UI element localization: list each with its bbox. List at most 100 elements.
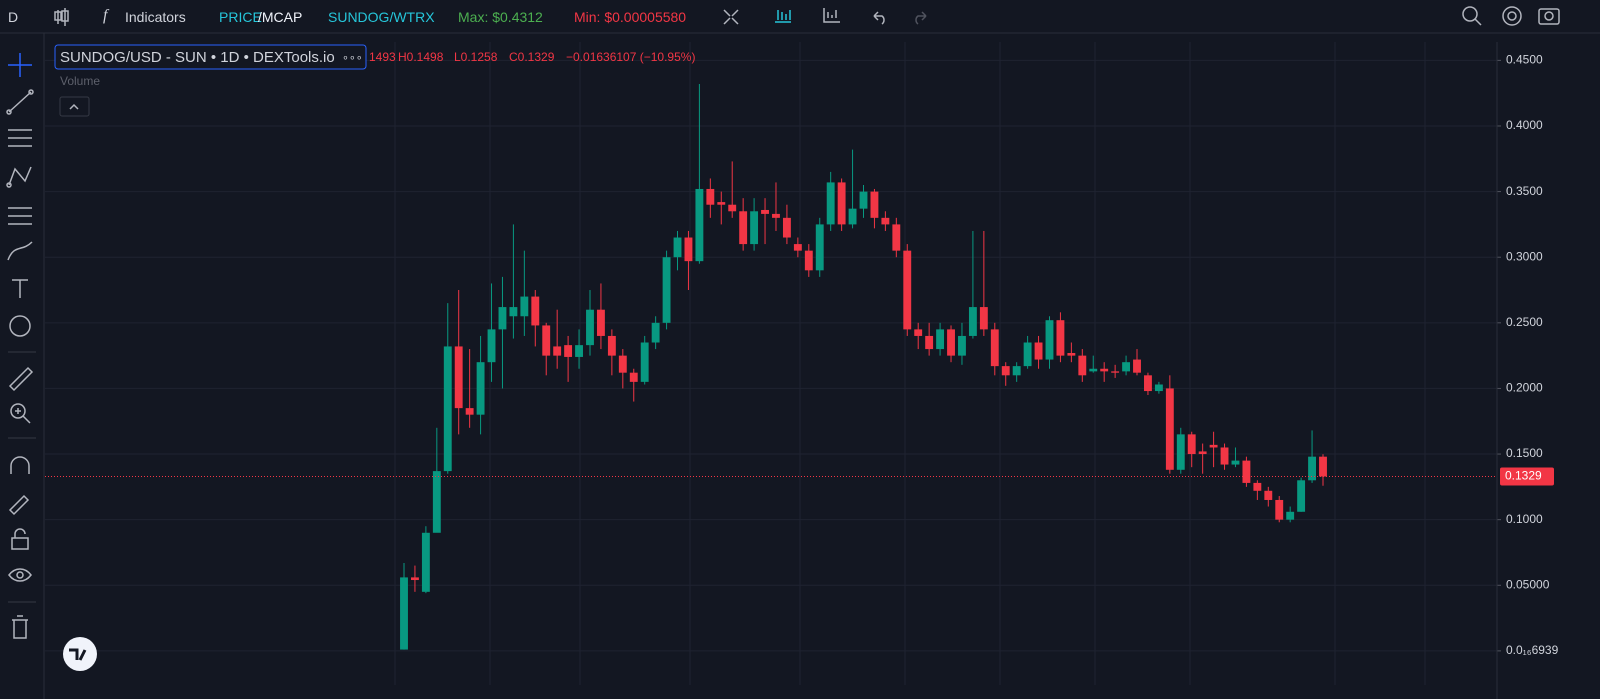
- tv-logo-mark: [69, 648, 87, 661]
- candle-body: [443, 346, 452, 472]
- y-tick-label: 0.2000: [1506, 381, 1543, 395]
- candle-body: [1078, 355, 1087, 376]
- v-grid: [394, 42, 1426, 685]
- legend-high: H0.1498: [398, 50, 444, 64]
- candle-body: [454, 346, 463, 409]
- candle-body: [476, 362, 485, 415]
- candle-body: [804, 250, 813, 271]
- candle-body: [826, 182, 835, 225]
- candle-body: [772, 213, 780, 218]
- symbol-box[interactable]: [54, 44, 367, 70]
- candle-body: [684, 237, 693, 262]
- legend-low: L0.1258: [454, 50, 498, 64]
- candle-body: [925, 335, 934, 350]
- candle-body: [575, 345, 583, 357]
- last-price-box: [1500, 467, 1554, 486]
- more-button[interactable]: ∘∘∘: [342, 52, 363, 64]
- candle-body: [1133, 359, 1141, 373]
- candle-body: [881, 217, 890, 225]
- collapse-button[interactable]: [59, 96, 90, 117]
- y-tick-label: 0.2500: [1506, 315, 1543, 329]
- tv-logo: [63, 637, 97, 671]
- candle-body: [1198, 451, 1207, 455]
- candle-body: [761, 209, 769, 214]
- candle-body: [1264, 490, 1273, 500]
- candle-body: [509, 307, 518, 317]
- candle-body: [1056, 320, 1065, 356]
- candle-body: [640, 342, 649, 382]
- candle-body: [1144, 375, 1152, 392]
- candle-body: [1165, 388, 1174, 470]
- collapse-icon: [69, 103, 79, 110]
- candle-body: [1286, 511, 1295, 520]
- candle-body: [859, 191, 868, 209]
- candle-body: [520, 296, 529, 317]
- candle-body: [782, 217, 791, 238]
- candle-body: [1089, 368, 1098, 372]
- candle-body: [1297, 480, 1306, 512]
- candle-body: [936, 329, 945, 350]
- candle-body: [1067, 353, 1076, 356]
- candle-body: [990, 329, 999, 367]
- pair-button[interactable]: SUNDOG/WTRX: [328, 9, 435, 25]
- candle-body: [586, 309, 594, 346]
- legend-change: −0.01636107 (−10.95%): [566, 50, 695, 64]
- price-toggle[interactable]: PRICE: [219, 9, 262, 25]
- candle-body: [673, 237, 682, 258]
- candle-body: [1045, 320, 1054, 360]
- last-price-label: 0.1329: [1505, 469, 1542, 483]
- top-icons[interactable]: [54, 6, 1560, 26]
- fx-icon: f: [103, 7, 108, 24]
- y-tick-label: 0.1000: [1506, 512, 1543, 526]
- legend-close: C0.1329: [509, 50, 555, 64]
- symbol-title: SUNDOG/USD - SUN • 1D • DEXTools.io: [60, 49, 335, 66]
- candle-body: [596, 309, 605, 336]
- candle-body: [870, 191, 879, 218]
- candle-body: [553, 346, 562, 356]
- candle-body: [421, 532, 430, 592]
- legend-open: 1493: [369, 50, 396, 64]
- candle-body: [542, 325, 551, 356]
- candle-body: [465, 408, 474, 415]
- candle-body: [947, 329, 955, 356]
- candle-body: [815, 224, 824, 271]
- candle-body: [1187, 434, 1196, 455]
- candle-body: [1275, 499, 1284, 520]
- candle-body: [717, 202, 726, 205]
- candle-body: [1319, 456, 1327, 477]
- candle-body: [400, 577, 408, 650]
- candle-body: [432, 471, 441, 533]
- indicators-button[interactable]: Indicators: [125, 9, 186, 25]
- candle-body: [662, 257, 671, 323]
- candle-body: [979, 307, 988, 330]
- candle-body: [498, 307, 507, 330]
- plot: 0.4500 0.4000 0.3500 0.3000 0.2500 0.2000 0.15…: [45, 53, 1559, 657]
- min-price: Min: $0.00005580: [574, 9, 687, 25]
- candle-body: [411, 577, 419, 581]
- candle-body: [1209, 444, 1218, 448]
- interval[interactable]: D: [8, 9, 19, 25]
- candle-body: [706, 188, 715, 205]
- candle-body: [1308, 456, 1316, 481]
- y-tick-label: 0.1500: [1506, 446, 1543, 460]
- max-price: Max: $0.4312: [458, 9, 543, 25]
- candle-body: [1220, 447, 1229, 465]
- y-tick-label: 0.05000: [1506, 577, 1550, 591]
- candle-body: [1111, 371, 1120, 373]
- volume-label: Volume: [60, 74, 100, 88]
- candle-body: [487, 329, 496, 363]
- candle-body: [728, 204, 737, 212]
- y-tick-label: 0.3000: [1506, 249, 1543, 263]
- candle-body: [1100, 368, 1109, 372]
- candle-body: [564, 345, 573, 357]
- drawing-tools[interactable]: [6, 53, 36, 639]
- candle-body: [837, 182, 846, 225]
- candle-body: [903, 250, 912, 330]
- candle-body: [695, 188, 704, 262]
- candle-body: [914, 329, 923, 336]
- mcap-toggle[interactable]: /MCAP: [258, 9, 303, 25]
- candle-body: [1023, 342, 1032, 367]
- candle-body: [958, 335, 966, 356]
